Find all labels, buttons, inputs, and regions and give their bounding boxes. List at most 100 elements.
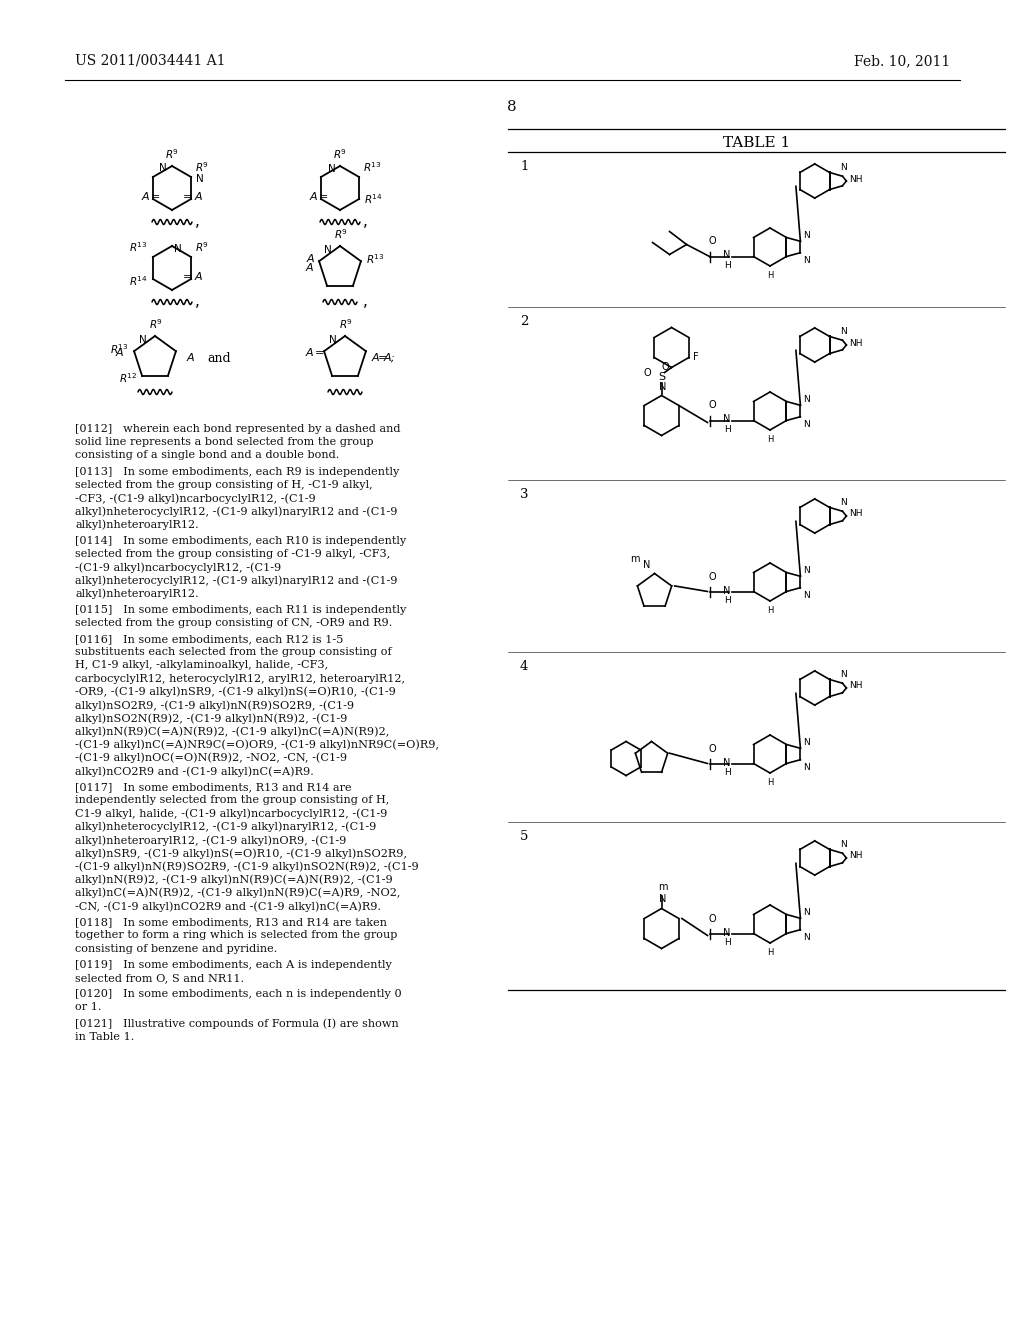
Text: alkyl)nheteroarylR12.: alkyl)nheteroarylR12.: [75, 519, 199, 529]
Text: 2: 2: [520, 315, 528, 327]
Text: N: N: [329, 164, 336, 174]
Text: US 2011/0034441 A1: US 2011/0034441 A1: [75, 54, 225, 69]
Text: H: H: [767, 948, 773, 957]
Text: -CF3, -(C1-9 alkyl)ncarbocyclylR12, -(C1-9: -CF3, -(C1-9 alkyl)ncarbocyclylR12, -(C1…: [75, 492, 315, 503]
Text: N: N: [174, 244, 181, 253]
Text: O: O: [709, 913, 717, 924]
Text: =: =: [315, 348, 325, 358]
Text: alkyl)nC(=A)N(R9)2, -(C1-9 alkyl)nN(R9)C(=A)R9, -NO2,: alkyl)nC(=A)N(R9)2, -(C1-9 alkyl)nN(R9)C…: [75, 888, 400, 899]
Text: selected from the group consisting of H, -C1-9 alkyl,: selected from the group consisting of H,…: [75, 479, 373, 490]
Text: consisting of a single bond and a double bond.: consisting of a single bond and a double…: [75, 450, 339, 461]
Text: N: N: [139, 335, 147, 345]
Text: [0120]   In some embodiments, each n is independently 0: [0120] In some embodiments, each n is in…: [75, 989, 401, 999]
Text: A: A: [141, 191, 148, 202]
Text: alkyl)nSO2R9, -(C1-9 alkyl)nN(R9)SO2R9, -(C1-9: alkyl)nSO2R9, -(C1-9 alkyl)nN(R9)SO2R9, …: [75, 700, 354, 710]
Text: H: H: [724, 425, 730, 434]
Text: N: N: [658, 381, 667, 392]
Text: N: N: [840, 498, 847, 507]
Text: N: N: [804, 738, 810, 747]
Text: -(C1-9 alkyl)ncarbocyclylR12, -(C1-9: -(C1-9 alkyl)ncarbocyclylR12, -(C1-9: [75, 562, 282, 573]
Text: alkyl)nN(R9)2, -(C1-9 alkyl)nN(R9)C(=A)N(R9)2, -(C1-9: alkyl)nN(R9)2, -(C1-9 alkyl)nN(R9)C(=A)N…: [75, 875, 393, 886]
Text: $R^{12}$: $R^{12}$: [119, 371, 137, 384]
Text: H: H: [724, 768, 730, 777]
Text: $R^{9}$: $R^{9}$: [334, 227, 348, 242]
Text: and: and: [207, 351, 230, 364]
Text: alkyl)nheteroarylR12, -(C1-9 alkyl)nOR9, -(C1-9: alkyl)nheteroarylR12, -(C1-9 alkyl)nOR9,…: [75, 836, 346, 846]
Text: [0113]   In some embodiments, each R9 is independently: [0113] In some embodiments, each R9 is i…: [75, 466, 399, 477]
Text: N: N: [804, 908, 810, 917]
Text: $R^{14}$: $R^{14}$: [365, 193, 383, 206]
Text: carbocyclylR12, heterocyclylR12, arylR12, heteroarylR12,: carbocyclylR12, heterocyclylR12, arylR12…: [75, 673, 406, 684]
Text: [0115]   In some embodiments, each R11 is independently: [0115] In some embodiments, each R11 is …: [75, 605, 407, 615]
Text: N: N: [723, 586, 730, 595]
Text: O: O: [644, 368, 651, 379]
Text: [0121]   Illustrative compounds of Formula (I) are shown: [0121] Illustrative compounds of Formula…: [75, 1019, 398, 1030]
Text: N: N: [723, 928, 730, 937]
Text: F: F: [693, 352, 698, 363]
Text: $R^{13}$: $R^{13}$: [129, 240, 147, 253]
Text: N: N: [643, 560, 650, 569]
Text: H: H: [724, 261, 730, 271]
Text: TABLE 1: TABLE 1: [723, 136, 791, 150]
Text: ,: ,: [195, 214, 200, 230]
Text: alkyl)nheterocyclylR12, -(C1-9 alkyl)narylR12 and -(C1-9: alkyl)nheterocyclylR12, -(C1-9 alkyl)nar…: [75, 506, 397, 516]
Text: H: H: [724, 597, 730, 605]
Text: =: =: [378, 352, 387, 363]
Text: N: N: [804, 420, 810, 429]
Text: S: S: [658, 372, 666, 383]
Text: N: N: [804, 566, 810, 576]
Text: NH: NH: [849, 338, 863, 347]
Text: $R^{13}$: $R^{13}$: [111, 342, 129, 356]
Text: O: O: [709, 572, 717, 582]
Text: N: N: [160, 162, 167, 173]
Text: H: H: [767, 606, 773, 615]
Text: m: m: [657, 883, 668, 892]
Text: A: A: [309, 191, 317, 202]
Text: N: N: [840, 327, 847, 337]
Text: [0117]   In some embodiments, R13 and R14 are: [0117] In some embodiments, R13 and R14 …: [75, 783, 351, 792]
Text: or 1.: or 1.: [75, 1002, 101, 1012]
Text: =: =: [318, 191, 329, 202]
Text: N: N: [840, 841, 847, 849]
Text: NH: NH: [849, 851, 863, 861]
Text: H: H: [724, 939, 730, 946]
Text: 8: 8: [507, 100, 517, 114]
Text: alkyl)nSO2N(R9)2, -(C1-9 alkyl)nN(R9)2, -(C1-9: alkyl)nSO2N(R9)2, -(C1-9 alkyl)nN(R9)2, …: [75, 713, 347, 723]
Text: N: N: [804, 591, 810, 599]
Text: $R^{13}$: $R^{13}$: [366, 252, 385, 267]
Text: N: N: [804, 763, 810, 772]
Text: $R^{14}$: $R^{14}$: [129, 275, 147, 288]
Text: N: N: [804, 933, 810, 941]
Text: O: O: [709, 236, 717, 247]
Text: N: N: [330, 335, 337, 345]
Text: [0116]   In some embodiments, each R12 is 1-5: [0116] In some embodiments, each R12 is …: [75, 634, 343, 644]
Text: 4: 4: [520, 660, 528, 673]
Text: -(C1-9 alkyl)nOC(=O)N(R9)2, -NO2, -CN, -(C1-9: -(C1-9 alkyl)nOC(=O)N(R9)2, -NO2, -CN, -…: [75, 752, 347, 763]
Text: ,: ,: [362, 214, 368, 230]
Text: H: H: [767, 777, 773, 787]
Text: independently selected from the group consisting of H,: independently selected from the group co…: [75, 796, 389, 805]
Text: in Table 1.: in Table 1.: [75, 1032, 134, 1041]
Text: alkyl)nheterocyclylR12, -(C1-9 alkyl)narylR12, -(C1-9: alkyl)nheterocyclylR12, -(C1-9 alkyl)nar…: [75, 822, 377, 833]
Text: -(C1-9 alkyl)nC(=A)NR9C(=O)OR9, -(C1-9 alkyl)nNR9C(=O)R9,: -(C1-9 alkyl)nC(=A)NR9C(=O)OR9, -(C1-9 a…: [75, 739, 439, 750]
Text: N: N: [325, 246, 332, 255]
Text: [0118]   In some embodiments, R13 and R14 are taken: [0118] In some embodiments, R13 and R14 …: [75, 917, 387, 927]
Text: consisting of benzene and pyridine.: consisting of benzene and pyridine.: [75, 944, 278, 953]
Text: $R^{9}$: $R^{9}$: [333, 148, 347, 161]
Text: A: A: [372, 352, 380, 363]
Text: =: =: [182, 191, 193, 202]
Text: Feb. 10, 2011: Feb. 10, 2011: [854, 54, 950, 69]
Text: =: =: [182, 272, 193, 282]
Text: ,: ,: [362, 294, 368, 309]
Text: alkyl)nN(R9)C(=A)N(R9)2, -(C1-9 alkyl)nC(=A)N(R9)2,: alkyl)nN(R9)C(=A)N(R9)2, -(C1-9 alkyl)nC…: [75, 726, 389, 737]
Text: 3: 3: [520, 488, 528, 502]
Text: selected from the group consisting of -C1-9 alkyl, -CF3,: selected from the group consisting of -C…: [75, 549, 390, 558]
Text: NH: NH: [849, 510, 863, 519]
Text: A: A: [305, 348, 313, 358]
Text: H, C1-9 alkyl, -alkylaminoalkyl, halide, -CF3,: H, C1-9 alkyl, -alkylaminoalkyl, halide,…: [75, 660, 328, 671]
Text: solid line represents a bond selected from the group: solid line represents a bond selected fr…: [75, 437, 374, 447]
Text: NH: NH: [849, 174, 863, 183]
Text: N: N: [658, 895, 667, 904]
Text: alkyl)nheteroarylR12.: alkyl)nheteroarylR12.: [75, 589, 199, 599]
Text: O: O: [709, 743, 717, 754]
